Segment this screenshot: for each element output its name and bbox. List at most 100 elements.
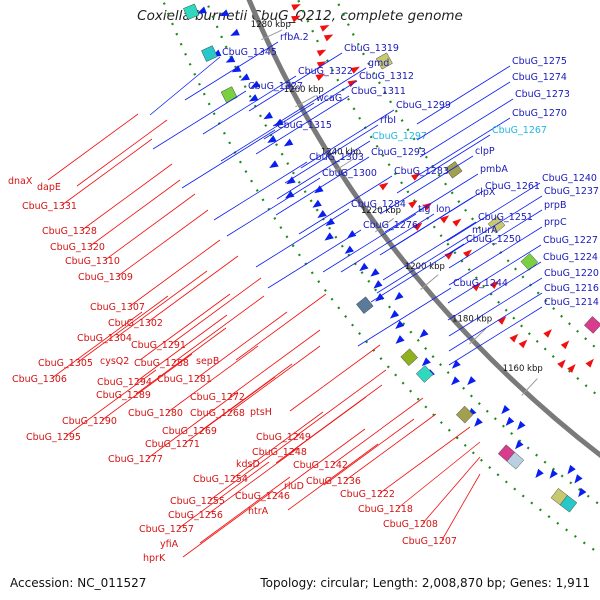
reverse-gene	[585, 358, 594, 368]
scale-tick	[420, 274, 439, 290]
reverse-gene	[471, 282, 481, 292]
forward-gene	[312, 199, 322, 208]
reverse-gene-label: CbuG_1269	[162, 426, 217, 437]
reverse-gene	[319, 24, 330, 32]
reverse-gene-label: CbuG_1306	[12, 374, 67, 385]
reverse-leader-line	[76, 119, 168, 187]
reverse-gene	[439, 215, 450, 224]
forward-gene-label: CbuG_1293	[371, 147, 426, 158]
forward-leader-line	[263, 80, 358, 140]
forward-leader-line	[447, 244, 542, 304]
forward-leader-line	[284, 124, 379, 184]
reverse-gene	[323, 34, 334, 42]
reverse-gene-label: CbuG_1246	[235, 491, 290, 502]
forward-gene	[240, 73, 250, 81]
reverse-leader-line	[275, 396, 367, 464]
reverse-gene-label: CbuG_1236	[306, 476, 361, 487]
forward-leader-line	[255, 95, 350, 155]
reverse-gene	[408, 200, 418, 209]
reverse-leader-line	[289, 344, 381, 412]
reverse-gene	[462, 249, 473, 258]
reverse-leader-line	[182, 490, 274, 558]
forward-leader-line	[275, 156, 370, 216]
reverse-leader-line	[61, 138, 153, 206]
forward-gene	[250, 80, 261, 89]
genome-backbone	[246, 0, 600, 458]
forward-gene-label: CbuG_1283	[394, 166, 449, 177]
forward-leader-line	[416, 65, 511, 125]
forward-gene	[230, 28, 240, 36]
reverse-leader-line	[65, 369, 157, 437]
forward-gene	[231, 65, 242, 73]
reverse-gene-label: CbuG_1257	[139, 524, 194, 535]
reverse-gene	[560, 340, 570, 350]
forward-gene-label: CbuG_1303	[309, 152, 364, 163]
reverse-leader-line	[77, 295, 169, 363]
reverse-gene	[291, 15, 301, 23]
forward-gene-label: CbuG_1224	[543, 252, 598, 263]
forward-leader-line	[340, 213, 435, 273]
grid-circle	[297, 0, 600, 399]
reverse-leader-line	[184, 376, 276, 444]
forward-leader-line	[220, 102, 315, 162]
feature-block	[375, 52, 393, 70]
reverse-gene-label: CbuG_1294	[97, 377, 152, 388]
forward-gene-label: rfbA.2	[280, 32, 309, 43]
forward-gene-label: rfbI	[380, 115, 396, 126]
forward-gene-label: CbuG_1274	[512, 72, 567, 83]
forward-gene	[395, 335, 405, 344]
forward-gene-label: CbuG_1275	[512, 56, 567, 67]
forward-gene-label: CbuG_1216	[544, 283, 599, 294]
forward-gene	[373, 280, 383, 289]
scale-tick	[261, 29, 283, 41]
forward-leader-line	[416, 81, 511, 141]
forward-gene-label: CbuG_1273	[515, 89, 570, 100]
reverse-gene-label: rluD	[284, 481, 304, 492]
reverse-gene	[316, 49, 327, 57]
scale-tick	[521, 378, 538, 396]
forward-gene	[474, 417, 483, 427]
forward-gene-label: CbuG_1220	[544, 268, 599, 279]
forward-gene	[263, 111, 273, 120]
forward-leader-line	[267, 229, 362, 289]
reverse-gene	[452, 218, 462, 227]
reverse-leader-line	[51, 311, 143, 379]
forward-leader-line	[376, 234, 471, 294]
forward-leader-line	[419, 98, 514, 158]
forward-leader-line	[448, 209, 543, 269]
forward-leader-line	[448, 226, 543, 286]
forward-gene	[325, 217, 335, 227]
forward-gene	[505, 416, 515, 426]
reverse-gene-label: CbuG_1320	[50, 242, 105, 253]
feature-block	[356, 296, 374, 314]
reverse-leader-line	[287, 443, 379, 511]
reverse-gene-label: CbuG_1328	[42, 226, 97, 237]
reverse-gene	[413, 222, 423, 231]
reverse-gene	[316, 61, 327, 69]
forward-leader-line	[357, 287, 452, 347]
forward-gene	[535, 468, 544, 479]
reverse-gene-label: CbuG_1281	[157, 374, 212, 385]
forward-gene-label: CbuG_1315	[277, 120, 332, 131]
forward-gene	[395, 320, 405, 330]
reverse-gene	[497, 316, 507, 325]
forward-gene	[359, 262, 369, 272]
forward-gene-label: CbuG_1250	[466, 234, 521, 245]
forward-leader-line	[184, 41, 279, 101]
reverse-leader-line	[232, 411, 324, 479]
reverse-leader-line	[135, 327, 227, 395]
reverse-gene	[291, 4, 301, 11]
reverse-gene	[557, 359, 566, 369]
reverse-leader-line	[147, 255, 239, 323]
reverse-gene	[509, 333, 519, 343]
reverse-leader-line	[379, 426, 471, 494]
accession-label: Accession: NC_011527	[10, 576, 147, 590]
reverse-gene	[567, 363, 576, 373]
scale-label: 1200 kbp	[405, 262, 445, 272]
forward-gene-label: CbuG_1345	[222, 47, 277, 58]
reverse-gene	[518, 339, 528, 349]
forward-gene	[286, 176, 296, 185]
forward-leader-line	[448, 277, 543, 337]
